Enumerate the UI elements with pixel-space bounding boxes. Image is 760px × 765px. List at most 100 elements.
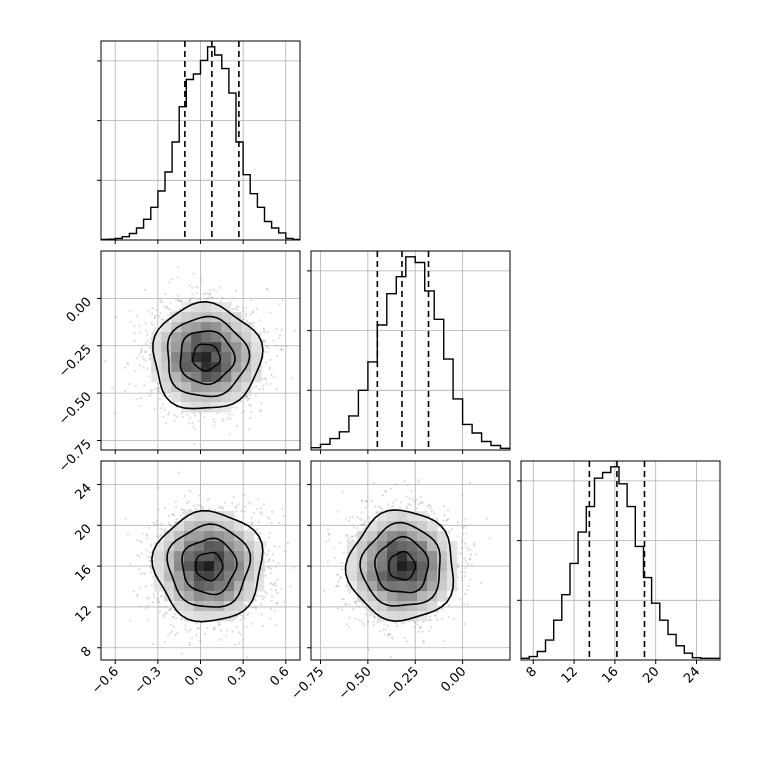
density-cell	[181, 382, 192, 393]
histogram-line-1	[311, 256, 510, 449]
sample-point	[422, 639, 425, 643]
sample-point	[275, 584, 278, 587]
sample-point	[140, 572, 143, 575]
sample-point	[259, 511, 262, 514]
sample-point	[353, 526, 356, 529]
sample-point	[217, 621, 220, 624]
sample-point	[148, 353, 151, 357]
sample-point	[153, 317, 156, 320]
sample-point	[226, 417, 230, 420]
density-cell	[224, 541, 235, 552]
sample-point	[263, 540, 266, 544]
contour-line	[181, 537, 238, 596]
y-tick-label: −0.50	[56, 389, 95, 428]
density-cell	[191, 302, 202, 313]
density-cell	[377, 591, 388, 602]
sample-point	[341, 491, 344, 494]
sample-point	[142, 572, 146, 575]
sample-point	[450, 528, 454, 531]
density-cell	[427, 571, 438, 582]
density-cell	[191, 392, 202, 403]
sample-point	[176, 276, 179, 279]
sample-point	[362, 524, 365, 527]
y-tick-label: −0.25	[56, 342, 95, 381]
sample-point	[160, 595, 163, 598]
sample-point	[235, 615, 238, 618]
sample-point	[241, 411, 244, 415]
sample-point	[211, 296, 214, 299]
sample-point	[157, 601, 160, 604]
x-tick-label: −0.6	[89, 664, 122, 697]
sample-point	[340, 568, 343, 571]
sample-point	[133, 324, 136, 327]
sample-point	[153, 316, 156, 319]
sample-point	[460, 546, 463, 550]
density-cell	[161, 362, 172, 373]
density-cell	[397, 601, 408, 612]
density-cell	[164, 531, 175, 542]
sample-point	[458, 598, 461, 601]
density-cell	[201, 302, 212, 313]
sample-point	[231, 630, 234, 633]
sample-point	[265, 344, 268, 347]
density-cell	[231, 322, 242, 333]
sample-point	[442, 519, 445, 522]
sample-point	[249, 416, 252, 420]
density-cell	[407, 511, 418, 522]
sample-point	[174, 634, 177, 637]
sample-point	[236, 305, 239, 308]
density-cell	[427, 581, 438, 592]
sample-point	[345, 517, 348, 520]
sample-point	[336, 584, 339, 588]
sample-point	[208, 294, 211, 297]
sample-point	[153, 388, 157, 391]
density-cell	[171, 342, 182, 353]
sample-point	[192, 297, 195, 300]
sample-point	[265, 361, 268, 364]
sample-point	[167, 413, 170, 417]
sample-point	[360, 518, 363, 522]
sample-point	[426, 505, 429, 508]
density-cell	[367, 591, 378, 602]
sample-point	[180, 618, 183, 621]
sample-point	[235, 406, 238, 410]
sample-point	[325, 540, 328, 543]
sample-point	[139, 351, 142, 354]
density-cell	[211, 342, 222, 353]
sample-point	[133, 340, 136, 343]
sample-point	[422, 641, 425, 644]
sample-point	[466, 548, 470, 551]
sample-point	[142, 358, 145, 361]
sample-point	[146, 597, 149, 600]
sample-point	[195, 292, 198, 295]
density-cell	[437, 581, 448, 592]
sample-point	[251, 322, 254, 325]
density-cell	[174, 591, 185, 602]
x-tick-label: 8	[524, 664, 540, 680]
density-cell	[161, 332, 172, 343]
sample-point	[467, 585, 470, 588]
sample-point	[164, 292, 167, 295]
x-tick-label: 12	[559, 664, 581, 686]
sample-point	[383, 623, 386, 626]
sample-point	[149, 545, 152, 548]
sample-point	[129, 619, 132, 622]
sample-point	[217, 506, 221, 509]
sample-point	[261, 598, 264, 601]
sample-point	[352, 539, 355, 542]
density-cell	[367, 581, 378, 592]
density-cell	[234, 531, 245, 542]
density-cell	[204, 541, 215, 552]
sample-point	[171, 512, 174, 516]
sample-point	[274, 581, 277, 585]
sample-point	[469, 553, 472, 556]
sample-point	[189, 297, 192, 300]
sample-point	[456, 588, 459, 591]
sample-point	[347, 536, 350, 539]
density-cell	[194, 581, 205, 592]
density-cell	[417, 521, 428, 532]
sample-point	[147, 596, 150, 599]
density-cell	[164, 541, 175, 552]
y-tick-label: 24	[73, 481, 95, 503]
sample-point	[469, 557, 472, 561]
